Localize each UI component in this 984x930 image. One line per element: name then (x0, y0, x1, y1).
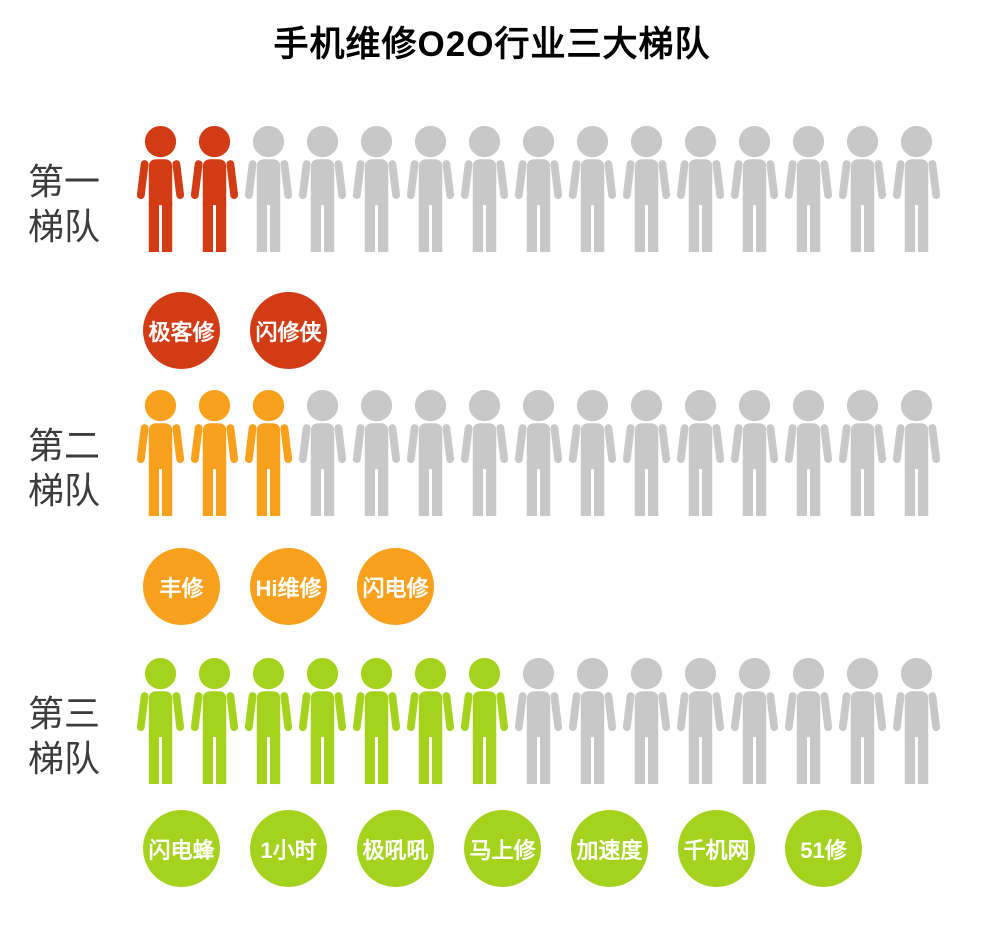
person-icon-inactive (784, 389, 833, 518)
person-icon-active (190, 657, 239, 786)
company-badge: 1小时 (250, 810, 327, 887)
person-icon-inactive (460, 125, 509, 254)
tier-3-row: 第三 梯队 (28, 657, 984, 786)
person-icon-inactive (784, 125, 833, 254)
pictograph-chart: 手机维修O2O行业三大梯队 第一 梯队 极客修 闪修侠 第二 梯队 丰修 Hi维修闪… (0, 25, 984, 887)
company-badge: 闪电蜂 (143, 810, 220, 887)
person-icon-inactive (730, 657, 779, 786)
company-badge: 马上修 (464, 810, 541, 887)
person-icon-inactive (298, 389, 347, 518)
company-badge: 加速度 (571, 810, 648, 887)
person-icon-active (136, 657, 185, 786)
tier-1-label-line2: 梯队 (28, 206, 101, 248)
tier-2-badges: 丰修 Hi维修 闪电修 (143, 548, 984, 625)
tier-2-row: 第二 梯队 (28, 389, 984, 518)
person-icon-inactive (622, 389, 671, 518)
person-icon-active (190, 125, 239, 254)
tier-2-section: 第二 梯队 丰修 Hi维修 闪电修 (0, 389, 984, 625)
person-icon-active (244, 389, 293, 518)
person-icon-inactive (838, 657, 887, 786)
person-icon-inactive (568, 125, 617, 254)
person-icon-inactive (352, 389, 401, 518)
person-icon-inactive (730, 125, 779, 254)
person-icon-inactive (514, 125, 563, 254)
person-icon-active (136, 125, 185, 254)
company-badge: 闪电修 (357, 548, 434, 625)
person-icon-inactive (514, 389, 563, 518)
person-icon-inactive (838, 389, 887, 518)
tier-2-label-line2: 梯队 (28, 470, 101, 512)
company-badge: 丰修 (143, 548, 220, 625)
person-icon-inactive (730, 389, 779, 518)
person-icon-active (460, 657, 509, 786)
person-icon-inactive (406, 389, 455, 518)
person-icon-inactive (244, 125, 293, 254)
person-icon-active (406, 657, 455, 786)
tier-1-icons (136, 125, 941, 254)
company-badge: 闪修侠 (250, 292, 327, 369)
tier-1-label-line1: 第一 (28, 161, 101, 202)
tier-3-label: 第三 梯队 (28, 657, 137, 782)
tier-1-row: 第一 梯队 (28, 125, 984, 254)
tier-3-badges: 闪电蜂 1小时 极吼吼 马上修 加速度 千机网 51修 (143, 810, 984, 887)
person-icon-inactive (892, 125, 941, 254)
tier-3-label-line2: 梯队 (28, 738, 101, 780)
person-icon-active (244, 657, 293, 786)
tier-1-label: 第一 梯队 (28, 125, 137, 250)
person-icon-active (352, 657, 401, 786)
tier-1-section: 第一 梯队 极客修 闪修侠 (0, 125, 984, 369)
tier-3-label-line1: 第三 (28, 693, 101, 734)
person-icon-inactive (298, 125, 347, 254)
person-icon-active (190, 389, 239, 518)
person-icon-inactive (676, 657, 725, 786)
person-icon-inactive (622, 125, 671, 254)
person-icon-inactive (892, 657, 941, 786)
tier-2-label: 第二 梯队 (28, 389, 137, 514)
company-badge: Hi维修 (250, 548, 327, 625)
company-badge: 极吼吼 (357, 810, 434, 887)
tier-3-icons (136, 657, 941, 786)
company-badge: 极客修 (143, 292, 220, 369)
person-icon-active (298, 657, 347, 786)
person-icon-inactive (622, 657, 671, 786)
person-icon-inactive (784, 657, 833, 786)
person-icon-inactive (406, 125, 455, 254)
person-icon-inactive (460, 389, 509, 518)
tier-1-badges: 极客修 闪修侠 (143, 292, 984, 369)
tier-2-label-line1: 第二 (28, 425, 101, 466)
tier-2-icons (136, 389, 941, 518)
person-icon-inactive (676, 389, 725, 518)
chart-title: 手机维修O2O行业三大梯队 (273, 25, 711, 64)
company-badge: 51修 (785, 810, 862, 887)
person-icon-inactive (892, 389, 941, 518)
person-icon-inactive (352, 125, 401, 254)
person-icon-inactive (568, 657, 617, 786)
company-badge: 千机网 (678, 810, 755, 887)
person-icon-active (136, 389, 185, 518)
person-icon-inactive (514, 657, 563, 786)
person-icon-inactive (676, 125, 725, 254)
person-icon-inactive (568, 389, 617, 518)
person-icon-inactive (838, 125, 887, 254)
tier-3-section: 第三 梯队 闪电蜂 1小时 极吼吼 马上修 加速度 千机网 51修 (0, 657, 984, 887)
